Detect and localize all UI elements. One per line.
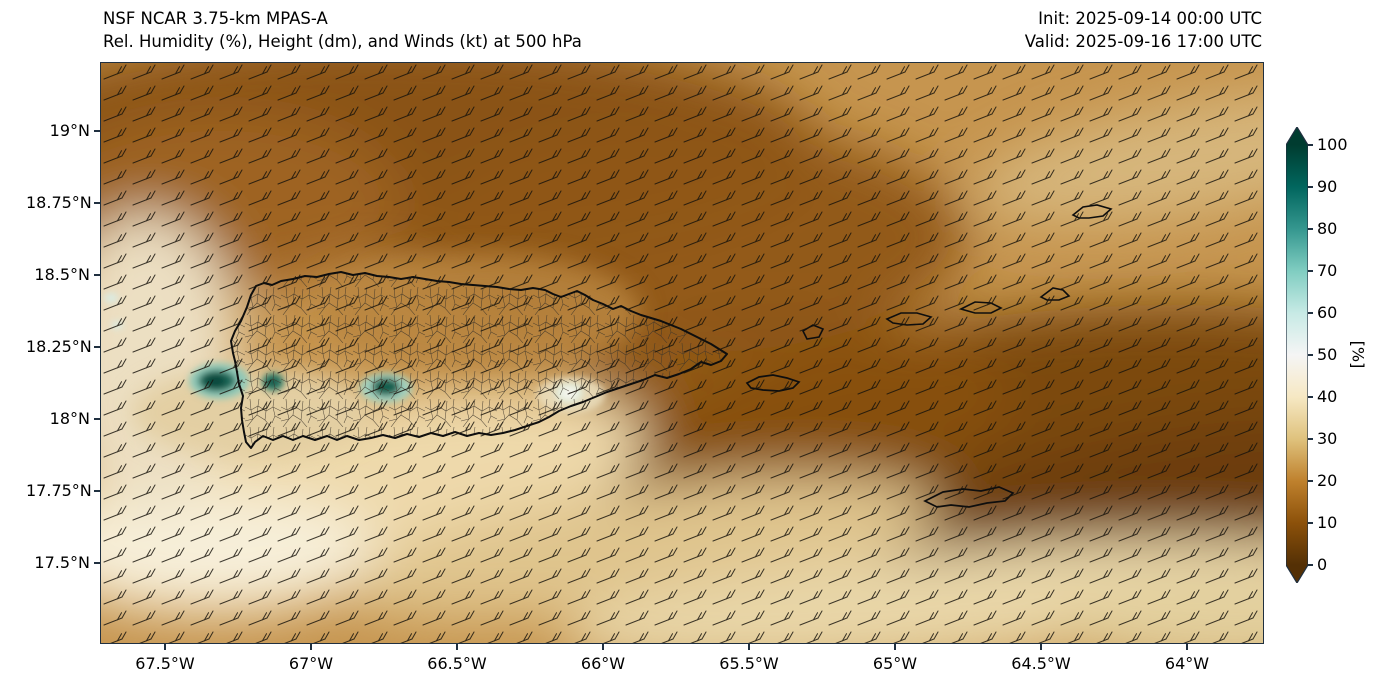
x-axis-tick-label: 66.5°W [427, 654, 487, 673]
axis-tick [602, 644, 604, 650]
axis-tick [456, 644, 458, 650]
axis-tick [94, 274, 100, 276]
y-axis-tick-label: 18.75°N [26, 193, 92, 212]
colorbar-tick [1308, 228, 1313, 230]
axis-tick [894, 644, 896, 650]
colorbar-tick [1308, 144, 1313, 146]
colorbar-tick [1308, 396, 1313, 398]
colorbar [1285, 125, 1309, 585]
colorbar-tick [1308, 270, 1313, 272]
colorbar-tick [1308, 522, 1313, 524]
colorbar-tick-label: 70 [1317, 261, 1338, 280]
y-axis-tick-label: 19°N [49, 121, 90, 140]
x-axis-tick-label: 66°W [580, 654, 626, 673]
axis-tick [1040, 644, 1042, 650]
rh-shading-layer [101, 63, 1263, 643]
colorbar-tick-label: 80 [1317, 219, 1338, 238]
valid-time: Valid: 2025-09-16 17:00 UTC [1024, 32, 1262, 51]
colorbar-arrow-bottom [1286, 565, 1308, 583]
colorbar-arrow-top [1286, 127, 1308, 145]
x-axis-tick-label: 65.5°W [719, 654, 779, 673]
x-axis-tick-label: 67°W [288, 654, 334, 673]
colorbar-tick-label: 90 [1317, 177, 1338, 196]
axis-tick [94, 418, 100, 420]
colorbar-gradient [1285, 125, 1309, 585]
colorbar-tick [1308, 480, 1313, 482]
colorbar-tick [1308, 354, 1313, 356]
map-canvas [101, 63, 1263, 643]
axis-tick [310, 644, 312, 650]
colorbar-tick-label: 50 [1317, 345, 1338, 364]
colorbar-tick-label: 60 [1317, 303, 1338, 322]
x-axis-tick-label: 65°W [872, 654, 918, 673]
colorbar-tick-label: 0 [1317, 555, 1328, 574]
axis-tick [94, 490, 100, 492]
y-axis-tick-label: 17.5°N [34, 553, 90, 572]
y-axis-tick-label: 18.25°N [26, 337, 92, 356]
colorbar-tick [1308, 186, 1313, 188]
y-axis-tick-label: 17.75°N [26, 481, 92, 500]
colorbar-tick [1308, 312, 1313, 314]
axis-tick [94, 562, 100, 564]
colorbar-tick-label: 10 [1317, 513, 1338, 532]
axis-tick [94, 202, 100, 204]
colorbar-tick-label: 100 [1317, 135, 1348, 154]
x-axis-tick-label: 64.5°W [1011, 654, 1071, 673]
axis-tick [94, 130, 100, 132]
y-axis-tick-label: 18°N [49, 409, 90, 428]
colorbar-unit-label: [%] [1348, 340, 1368, 369]
colorbar-tick-label: 20 [1317, 471, 1338, 490]
init-time: Init: 2025-09-14 00:00 UTC [1038, 9, 1262, 28]
wind-barbs-layer [101, 63, 1263, 643]
x-axis-tick-label: 64°W [1164, 654, 1210, 673]
axis-tick [748, 644, 750, 650]
axis-tick [1186, 644, 1188, 650]
model-title: NSF NCAR 3.75-km MPAS-A [103, 9, 328, 28]
colorbar-tick-label: 40 [1317, 387, 1338, 406]
colorbar-tick-label: 30 [1317, 429, 1338, 448]
colorbar-tick [1308, 564, 1313, 566]
map-plot [100, 62, 1264, 644]
axis-tick [164, 644, 166, 650]
x-axis-tick-label: 67.5°W [135, 654, 195, 673]
y-axis-tick-label: 18.5°N [34, 265, 90, 284]
colorbar-tick [1308, 438, 1313, 440]
axis-tick [94, 346, 100, 348]
plot-subtitle: Rel. Humidity (%), Height (dm), and Wind… [103, 32, 582, 51]
